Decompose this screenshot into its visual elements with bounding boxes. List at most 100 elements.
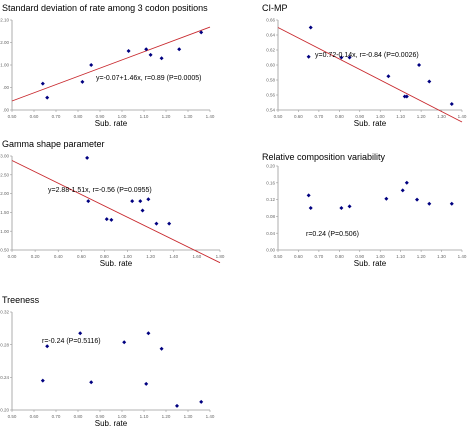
x-tick-label: 0.90 <box>355 254 364 259</box>
chart-panel-5: Treeness 0.50 0.60 0.70 0.80 0.90 1.00 1.10 1.20… <box>0 295 215 428</box>
y-tick-label: 2.10 <box>0 18 9 23</box>
data-point <box>148 52 153 57</box>
y-tick-label: .00 <box>3 85 10 90</box>
x-tick-label: 1.00 <box>123 254 132 259</box>
x-axis-label: Sub. rate <box>95 119 128 128</box>
data-point <box>404 180 409 185</box>
x-tick-label: 0.80 <box>74 114 83 119</box>
data-point <box>384 196 389 201</box>
x-tick-label: 0.60 <box>294 254 303 259</box>
data-point <box>89 380 94 385</box>
data-point <box>154 221 159 226</box>
x-tick-label: 1.20 <box>146 254 155 259</box>
x-tick-label: 1.40 <box>458 254 467 259</box>
x-tick-label: 0.90 <box>96 114 105 119</box>
data-point <box>45 344 50 349</box>
y-tick-label: 0.54 <box>266 108 275 113</box>
data-point <box>104 217 109 222</box>
y-tick-label: 2.50 <box>0 172 9 177</box>
data-point <box>339 206 344 210</box>
y-tick-label: .00 <box>3 108 10 113</box>
regression-annotation: y=0.72-0.14x, r=-0.84 (P=0.0026) <box>315 52 419 59</box>
data-point <box>449 102 454 106</box>
x-tick-label: 1.10 <box>140 114 149 119</box>
data-point <box>146 331 151 336</box>
regression-annotation: r=0.24 (P=0.506) <box>306 231 359 238</box>
data-point <box>386 74 391 79</box>
y-tick-label: 0.62 <box>266 48 275 53</box>
data-point <box>167 221 172 226</box>
x-tick-label: 0.60 <box>77 254 86 259</box>
regression-annotation: y=-0.07+1.46x, r=0.89 (P=0.0005) <box>96 75 201 82</box>
x-tick-label: 1.40 <box>458 114 467 119</box>
x-tick-label: 1.30 <box>184 114 193 119</box>
y-tick-label: 1.50 <box>0 210 9 215</box>
x-tick-label: 0.50 <box>274 114 283 119</box>
x-tick-label: 1.00 <box>118 414 127 419</box>
y-tick-label: 0.50 <box>0 248 9 253</box>
y-tick-label: 0.66 <box>266 18 275 23</box>
x-tick-label: 0.00 <box>8 254 17 259</box>
regression-annotation: r=-0.24 (P=0.5116) <box>42 338 101 345</box>
data-point <box>427 201 432 206</box>
data-point <box>306 54 311 59</box>
x-tick-label: 1.00 <box>376 114 385 119</box>
x-tick-label: 1.30 <box>184 414 193 419</box>
data-point <box>40 378 45 383</box>
y-tick-label: 0.56 <box>266 93 275 98</box>
data-point <box>109 217 114 222</box>
y-tick-label: 0.20 <box>0 408 9 413</box>
y-tick-label: 2.00 <box>0 40 9 45</box>
x-tick-label: 1.20 <box>162 114 171 119</box>
data-point <box>126 48 131 53</box>
y-tick-label: 0.16 <box>266 180 275 185</box>
x-axis-label: Sub. rate <box>95 419 128 428</box>
x-tick-label: 1.00 <box>118 114 127 119</box>
x-tick-label: 1.80 <box>216 254 225 259</box>
data-point <box>85 155 90 160</box>
x-tick-label: 1.30 <box>437 114 446 119</box>
y-tick-label: 1.00 <box>0 63 9 68</box>
trend-line <box>11 160 221 264</box>
chart-title: CI-MP <box>262 3 288 13</box>
data-point <box>144 47 149 52</box>
data-point <box>146 197 151 202</box>
y-tick-label: 0.24 <box>0 375 9 380</box>
x-tick-label: 0.90 <box>355 114 364 119</box>
trend-line <box>11 26 211 102</box>
data-point <box>159 346 164 351</box>
data-point <box>138 199 143 204</box>
chart-title: Treeness <box>2 295 40 305</box>
x-tick-label: 1.40 <box>206 114 215 119</box>
chart-title: Relative composition variability <box>262 152 386 162</box>
y-tick-label: 0.04 <box>266 231 275 236</box>
y-tick-label: 0.00 <box>266 248 275 253</box>
x-tick-label: 1.60 <box>193 254 202 259</box>
x-tick-label: 0.60 <box>30 114 39 119</box>
x-tick-label: 0.70 <box>315 254 324 259</box>
x-tick-label: 1.10 <box>396 114 405 119</box>
x-tick-label: 1.30 <box>437 254 446 259</box>
x-axis-label: Sub. rate <box>354 259 387 268</box>
data-point <box>308 25 313 30</box>
y-tick-label: 0.28 <box>0 342 9 347</box>
y-tick-label: 0.08 <box>266 214 275 219</box>
trend-line <box>277 27 463 123</box>
x-tick-label: 0.40 <box>54 254 63 259</box>
x-tick-label: 1.40 <box>169 254 178 259</box>
x-tick-label: 1.10 <box>396 254 405 259</box>
x-tick-label: 1.00 <box>376 254 385 259</box>
data-point <box>144 381 149 386</box>
x-tick-label: 0.80 <box>74 414 83 419</box>
y-tick-label: 0.12 <box>266 197 275 202</box>
data-point <box>402 94 407 99</box>
data-point <box>415 197 420 202</box>
x-tick-label: 0.70 <box>52 114 61 119</box>
data-point <box>159 56 164 61</box>
x-tick-label: 0.90 <box>96 414 105 419</box>
x-tick-label: 1.20 <box>417 254 426 259</box>
data-point <box>122 340 127 345</box>
y-tick-label: 0.58 <box>266 78 275 83</box>
y-tick-label: 0.60 <box>266 63 275 68</box>
